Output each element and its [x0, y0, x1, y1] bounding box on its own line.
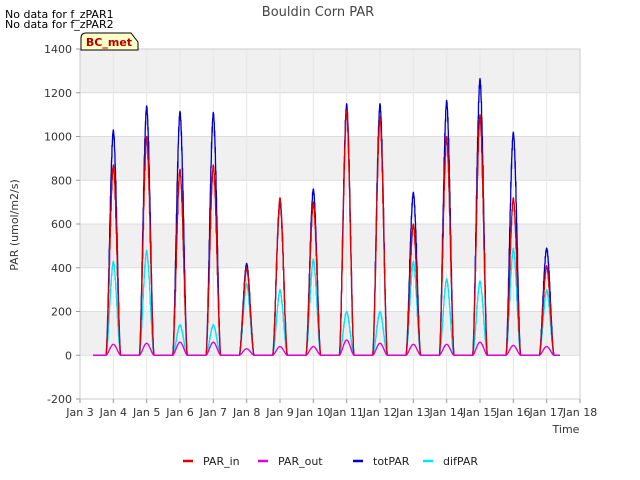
x-tick-label: Jan 15 [462, 406, 497, 419]
chart-title: Bouldin Corn PAR [262, 5, 374, 20]
y-tick-label: 800 [51, 174, 72, 187]
x-tick-label: Jan 8 [232, 406, 260, 419]
x-axis-label: Time [552, 423, 580, 436]
no-data-note-1: No data for f_zPAR1 [5, 8, 114, 21]
axes [76, 48, 581, 403]
x-tick-label: Jan 13 [395, 406, 430, 419]
grid-band [80, 49, 580, 93]
legend: PAR_in PAR_out totPAR difPAR [183, 455, 478, 468]
legend-label-totpar: totPAR [373, 455, 410, 468]
y-tick-label: 1000 [44, 131, 72, 144]
grid-band [80, 311, 580, 356]
x-tick-label: Jan 11 [328, 406, 363, 419]
grid-band [80, 136, 580, 181]
x-tick-label: Jan 3 [65, 406, 93, 419]
x-tick-label: Jan 12 [362, 406, 397, 419]
series-line-par-out [92, 339, 561, 356]
bc-met-badge: BC_met [80, 32, 139, 51]
grid-bands [80, 49, 580, 399]
y-tick-label: 0 [65, 349, 72, 362]
y-tick-label: 1200 [44, 87, 72, 100]
legend-label-par-out: PAR_out [278, 455, 323, 468]
y-tick-label: -200 [47, 393, 72, 406]
badge-label: BC_met [86, 36, 132, 49]
x-tick-label: Jan 18 [562, 406, 597, 419]
x-tick-label: Jan 6 [165, 406, 193, 419]
y-tick-label: 1400 [44, 43, 72, 56]
x-tick-label: Jan 9 [265, 406, 293, 419]
x-tick-label: Jan 10 [295, 406, 330, 419]
y-axis-label: PAR (umol/m2/s) [8, 179, 21, 271]
x-tick-label: Jan 14 [428, 406, 463, 419]
x-tick-label: Jan 17 [528, 406, 563, 419]
legend-label-par-in: PAR_in [203, 455, 240, 468]
legend-label-difpar: difPAR [443, 455, 478, 468]
x-tick-label: Jan 7 [199, 406, 227, 419]
y-tick-label: 400 [51, 262, 72, 275]
x-tick-label: Jan 16 [495, 406, 530, 419]
x-tick-label: Jan 5 [132, 406, 160, 419]
tick-labels: -200 0 200 400 600 800 1000 1200 1400 Jan 3 Jan 4 J… [44, 43, 597, 419]
x-tick-label: Jan 4 [99, 406, 127, 419]
no-data-note-2: No data for f_zPAR2 [5, 18, 114, 31]
series-lines [92, 77, 561, 356]
y-tick-label: 600 [51, 218, 72, 231]
grid-band [80, 224, 580, 268]
y-tick-label: 200 [51, 306, 72, 319]
